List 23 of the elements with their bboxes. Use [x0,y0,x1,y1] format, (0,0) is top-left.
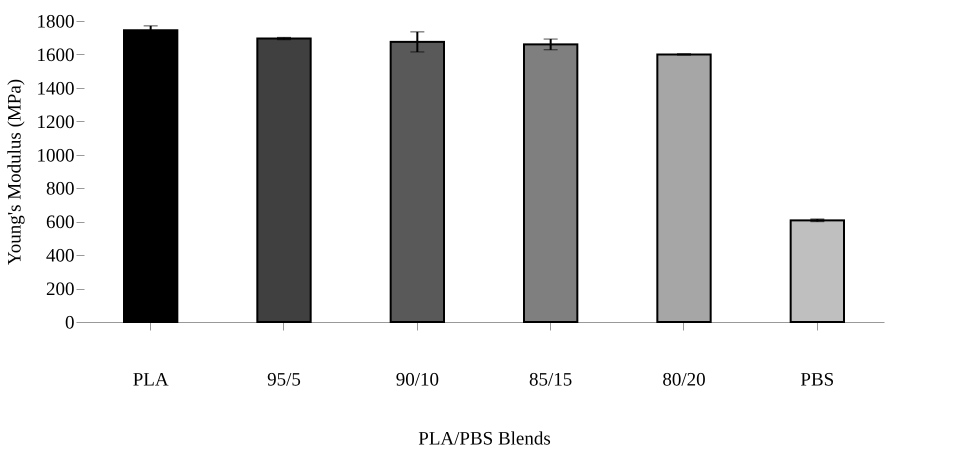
y-tick-label: 1400 [36,78,74,100]
x-axis-title: PLA/PBS Blends [418,428,551,450]
x-tick-label: PBS [800,370,834,390]
y-tick-label: 800 [46,178,74,200]
y-tick-label: 1000 [36,145,74,166]
x-tick-label: 90/10 [396,370,439,390]
y-tick-label: 1200 [36,112,74,133]
y-tick-label: 200 [46,279,74,300]
x-tick-label: PLA [132,370,169,390]
x-tick-label: 85/15 [529,370,572,390]
x-tick-label: 80/20 [662,370,706,390]
y-tick-label: 1600 [36,44,74,66]
bar [123,29,178,323]
y-axis-title: Young's Modulus (MPa) [4,78,26,266]
bar [790,219,845,323]
y-tick-label: 1800 [36,12,74,32]
bar [256,38,312,323]
y-tick-label: 600 [46,212,74,234]
bar [523,43,578,323]
bar [656,53,712,323]
x-tick-label: 95/5 [267,370,301,390]
y-tick-label: 400 [46,246,74,267]
y-tick-label: 0 [65,312,74,334]
